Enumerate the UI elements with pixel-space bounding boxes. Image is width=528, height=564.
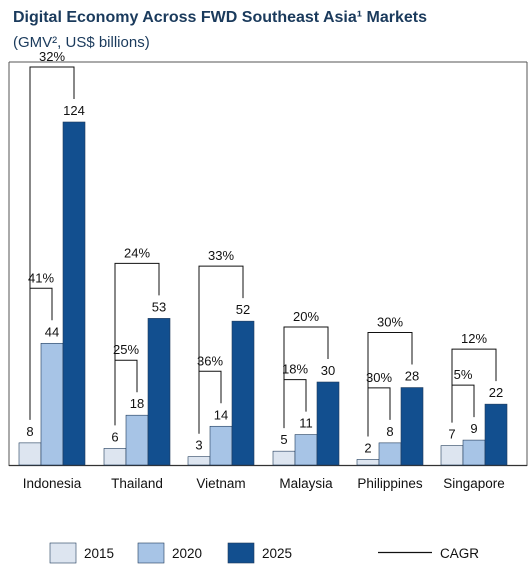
- legend: 2015 2020 2025 CAGR: [49, 542, 479, 564]
- bar-singapore-2025: [484, 403, 508, 466]
- legend-label-cagr: CAGR: [440, 546, 479, 561]
- cagr-bracket-2015-2020-thailand: [115, 359, 138, 393]
- legend-label-2020: 2020: [172, 546, 202, 561]
- cagr-label-2015-2020-philippines: 30%: [366, 370, 392, 385]
- cagr-label-2015-2025-singapore: 12%: [461, 331, 487, 346]
- bar-thailand-2025: [147, 318, 171, 466]
- chart-title: Digital Economy Across FWD Southeast Asi…: [13, 9, 428, 26]
- bar-indonesia-2025: [62, 121, 86, 466]
- cagr-brackets: [29, 66, 497, 437]
- data-labels: 84412432%41%6185324%25%3145233%36%511302…: [26, 49, 503, 455]
- bar-malaysia-2020: [294, 434, 318, 466]
- bar-philippines-2015: [356, 459, 380, 466]
- cagr-label-2015-2020-malaysia: 18%: [282, 362, 308, 377]
- legend-label-2025: 2025: [262, 546, 292, 561]
- bar-vietnam-2020: [209, 425, 233, 466]
- data-label-singapore-2015: 7: [448, 427, 455, 442]
- bar-philippines-2020: [378, 442, 402, 466]
- cagr-bracket-2015-2020-indonesia: [30, 287, 53, 321]
- data-label-malaysia-2015: 5: [280, 432, 287, 447]
- data-label-indonesia-2015: 8: [26, 424, 33, 439]
- data-label-vietnam-2015: 3: [195, 438, 202, 453]
- category-label-singapore: Singapore: [443, 476, 505, 491]
- bar-indonesia-2015: [18, 442, 42, 466]
- bar-singapore-2015: [440, 445, 464, 466]
- data-label-vietnam-2025: 52: [236, 302, 250, 317]
- data-label-malaysia-2020: 11: [299, 416, 313, 431]
- cagr-bracket-2015-2025-singapore: [451, 348, 497, 423]
- cagr-label-2015-2025-philippines: 30%: [377, 315, 403, 330]
- category-labels: Indonesia Thailand Vietnam Malaysia Philippi…: [23, 476, 505, 491]
- bar-indonesia-2020: [40, 342, 64, 466]
- data-label-indonesia-2025: 124: [63, 103, 85, 118]
- cagr-label-2015-2020-singapore: 5%: [454, 367, 473, 382]
- cagr-bracket-2015-2025-indonesia: [29, 66, 75, 420]
- category-label-philippines: Philippines: [357, 476, 423, 491]
- bar-group: [18, 121, 508, 466]
- cagr-label-2015-2025-thailand: 24%: [124, 245, 150, 260]
- bar-singapore-2020: [462, 439, 486, 466]
- cagr-label-2015-2020-indonesia: 41%: [28, 270, 54, 285]
- data-label-thailand-2015: 6: [111, 429, 118, 444]
- data-label-philippines-2015: 2: [364, 440, 371, 455]
- legend-label-2015: 2015: [84, 546, 114, 561]
- category-label-thailand: Thailand: [111, 476, 163, 491]
- bar-malaysia-2025: [316, 381, 340, 466]
- cagr-label-2015-2020-thailand: 25%: [113, 342, 139, 357]
- bar-thailand-2015: [103, 448, 127, 466]
- bar-malaysia-2015: [272, 450, 296, 466]
- cagr-bracket-2015-2020-philippines: [368, 387, 391, 420]
- data-label-malaysia-2025: 30: [321, 363, 335, 378]
- cagr-bracket-2015-2020-malaysia: [284, 379, 307, 412]
- data-label-indonesia-2020: 44: [45, 324, 59, 339]
- data-label-philippines-2025: 28: [405, 369, 419, 384]
- data-label-singapore-2020: 9: [470, 421, 477, 436]
- chart-subtitle: (GMV², US$ billions): [13, 34, 150, 51]
- data-label-singapore-2025: 22: [489, 385, 503, 400]
- category-label-indonesia: Indonesia: [23, 476, 82, 491]
- bar-vietnam-2015: [187, 456, 211, 466]
- cagr-bracket-2015-2020-vietnam: [199, 370, 222, 404]
- cagr-label-2015-2025-malaysia: 20%: [293, 309, 319, 324]
- legend-swatch-2015: [49, 542, 77, 564]
- cagr-bracket-2015-2025-vietnam: [198, 265, 244, 434]
- bar-philippines-2025: [400, 387, 424, 466]
- bar-thailand-2020: [125, 414, 149, 466]
- data-label-vietnam-2020: 14: [214, 407, 228, 422]
- cagr-label-2015-2020-vietnam: 36%: [197, 353, 223, 368]
- category-label-malaysia: Malaysia: [279, 476, 333, 491]
- cagr-bracket-2015-2020-singapore: [452, 384, 475, 418]
- data-label-thailand-2020: 18: [130, 396, 144, 411]
- data-label-thailand-2025: 53: [152, 299, 166, 314]
- category-label-vietnam: Vietnam: [196, 476, 245, 491]
- cagr-bracket-2015-2025-malaysia: [283, 326, 329, 429]
- legend-swatch-2025: [227, 542, 255, 564]
- cagr-label-2015-2025-indonesia: 32%: [39, 49, 65, 64]
- cagr-bracket-2015-2025-philippines: [367, 332, 413, 437]
- cagr-bracket-2015-2025-thailand: [114, 262, 160, 426]
- cagr-label-2015-2025-vietnam: 33%: [208, 248, 234, 263]
- bar-vietnam-2025: [231, 320, 255, 466]
- legend-swatch-2020: [137, 542, 165, 564]
- data-label-philippines-2020: 8: [386, 424, 393, 439]
- plot-frame: [8, 61, 528, 467]
